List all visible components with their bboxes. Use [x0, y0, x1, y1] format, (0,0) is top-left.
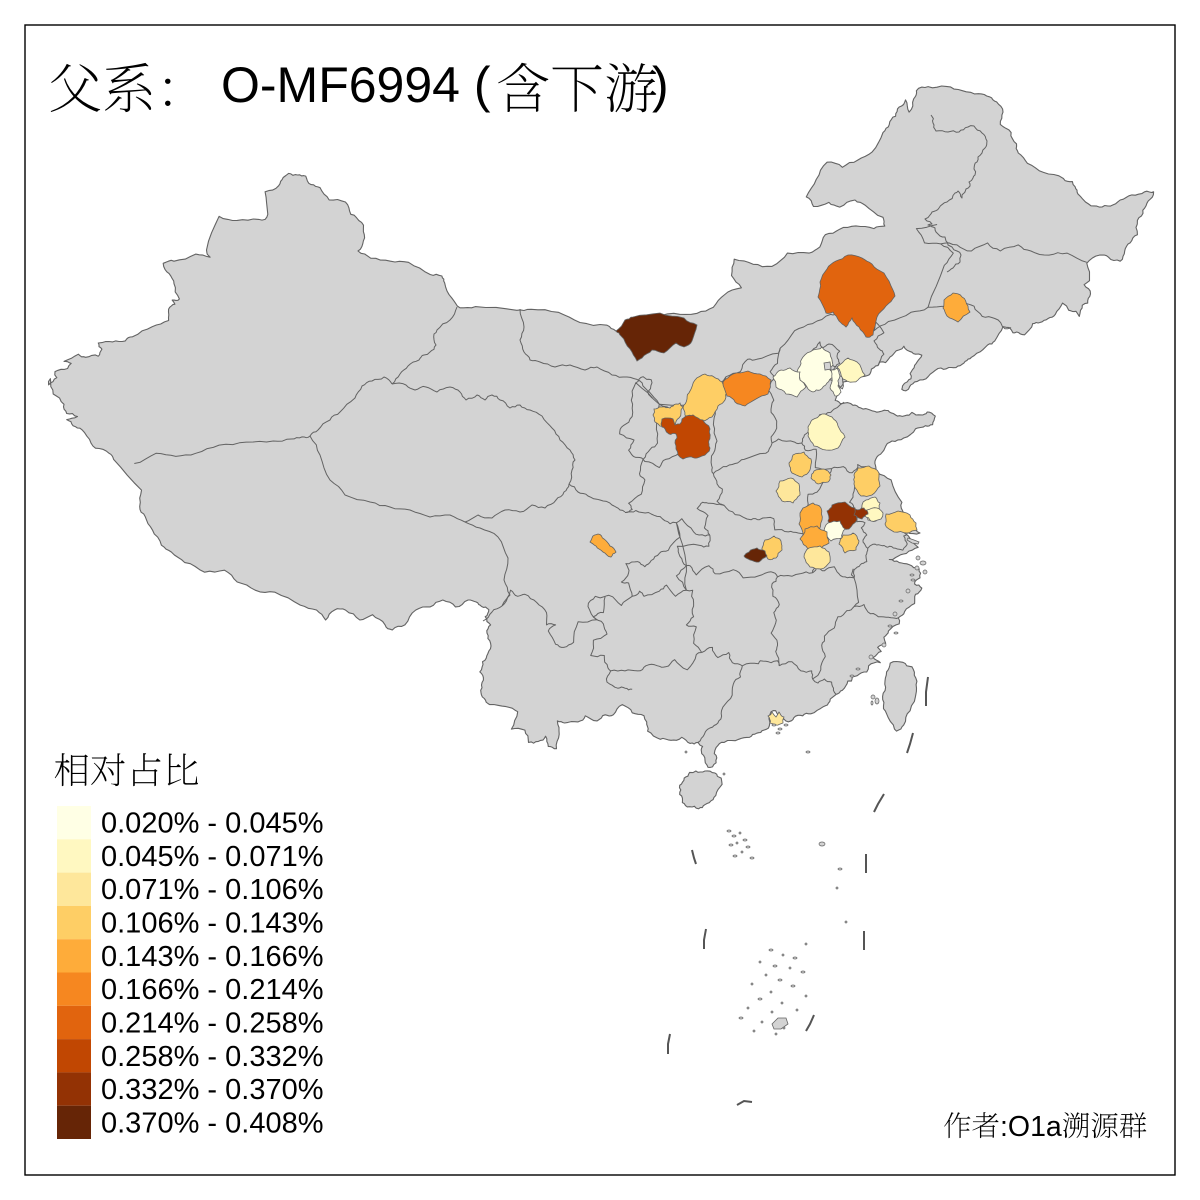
svg-text:0.071% - 0.106%: 0.071% - 0.106% [101, 874, 323, 906]
svg-text:0.045% - 0.071%: 0.045% - 0.071% [101, 841, 323, 873]
svg-text:0.258% - 0.332%: 0.258% - 0.332% [101, 1041, 323, 1073]
svg-text:0.370% - 0.408%: 0.370% - 0.408% [101, 1107, 323, 1139]
svg-text:): ) [652, 57, 669, 113]
svg-text:0.143% - 0.166%: 0.143% - 0.166% [101, 941, 323, 973]
svg-text:0.166% - 0.214%: 0.166% - 0.214% [101, 974, 323, 1006]
svg-text:0.332% - 0.370%: 0.332% - 0.370% [101, 1074, 323, 1106]
svg-text:0.020% - 0.045%: 0.020% - 0.045% [101, 808, 323, 840]
svg-text:0.214% - 0.258%: 0.214% - 0.258% [101, 1007, 323, 1039]
svg-text:O-MF6994 (: O-MF6994 ( [221, 57, 491, 113]
svg-text::O1a: :O1a [1000, 1111, 1062, 1143]
svg-text:0.106% - 0.143%: 0.106% - 0.143% [101, 908, 323, 940]
